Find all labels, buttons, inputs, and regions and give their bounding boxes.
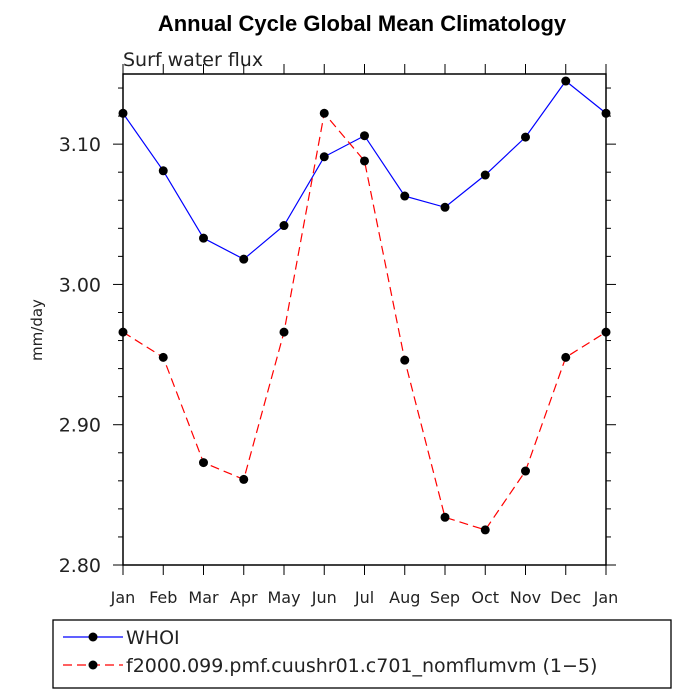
x-axis: Jan Feb Mar Apr May Jun Jul Aug Sep Oct Nov Dec Jan: [110, 64, 619, 607]
chart-subtitle: Surf water flux: [123, 49, 263, 71]
series-1-point: [158, 352, 168, 362]
y-tick-label: 3.10: [59, 134, 101, 156]
series-0-point: [400, 191, 410, 201]
y-tick-label: 3.00: [59, 274, 101, 296]
y-tick-label: 2.90: [59, 415, 101, 437]
y-axis: 2.80 2.90 3.00 3.10: [59, 87, 616, 577]
x-tick-label: Mar: [188, 588, 219, 607]
series-1-point: [279, 327, 289, 337]
x-tick-label: Aug: [389, 588, 420, 607]
legend-marker-0: [88, 632, 98, 642]
series-0-point: [360, 131, 369, 141]
x-tick-label: Apr: [230, 588, 258, 607]
legend-box: [52, 619, 672, 689]
x-tick-label: Jan: [593, 588, 619, 607]
legend-label-1: f2000.099.pmf.cuushr01.c701_nomflumvm (1…: [126, 655, 597, 677]
y-tick-label: 2.80: [59, 555, 101, 577]
x-tick-label: Dec: [550, 588, 581, 607]
x-tick-label: Jan: [110, 588, 136, 607]
series-0-point: [239, 254, 249, 264]
series-1-point: [440, 512, 450, 522]
x-tick-label: Sep: [430, 588, 460, 607]
series-0-point: [319, 152, 329, 162]
legend-marker-1: [88, 660, 98, 670]
legend-label-0: WHOI: [126, 627, 180, 649]
x-tick-label: Feb: [149, 588, 177, 607]
series-1-point: [319, 108, 329, 118]
series-0-point: [158, 166, 168, 176]
x-tick-label: Jul: [354, 588, 374, 607]
legend: WHOI f2000.099.pmf.cuushr01.c701_nomflumv…: [63, 627, 597, 677]
series-1-point: [360, 156, 369, 166]
series-0-point: [118, 108, 128, 118]
series-1-point: [118, 327, 128, 337]
series-1-point: [400, 355, 410, 365]
series-0-point: [279, 221, 289, 231]
series-line-0: [122, 80, 607, 260]
series-1-point: [480, 525, 490, 535]
series-0-point: [601, 108, 611, 118]
series-0-point: [480, 170, 490, 180]
series-0-point: [561, 76, 571, 86]
series-1-point: [521, 466, 530, 476]
series-layer: [118, 76, 611, 535]
x-tick-label: May: [267, 588, 300, 607]
series-line-1: [122, 111, 607, 531]
series-0-point: [440, 202, 450, 212]
series-1-point: [199, 458, 208, 468]
y-axis-label: mm/day: [28, 299, 46, 361]
series-1-point: [601, 327, 611, 337]
plot-frame: [122, 73, 607, 566]
x-tick-label: Oct: [471, 588, 499, 607]
series-0-point: [521, 132, 530, 142]
x-tick-label: Jun: [311, 588, 337, 607]
series-0-point: [199, 233, 208, 243]
series-1-point: [239, 474, 249, 484]
series-1-point: [561, 352, 571, 362]
x-tick-label: Nov: [510, 588, 541, 607]
chart-title: Annual Cycle Global Mean Climatology: [158, 11, 567, 36]
